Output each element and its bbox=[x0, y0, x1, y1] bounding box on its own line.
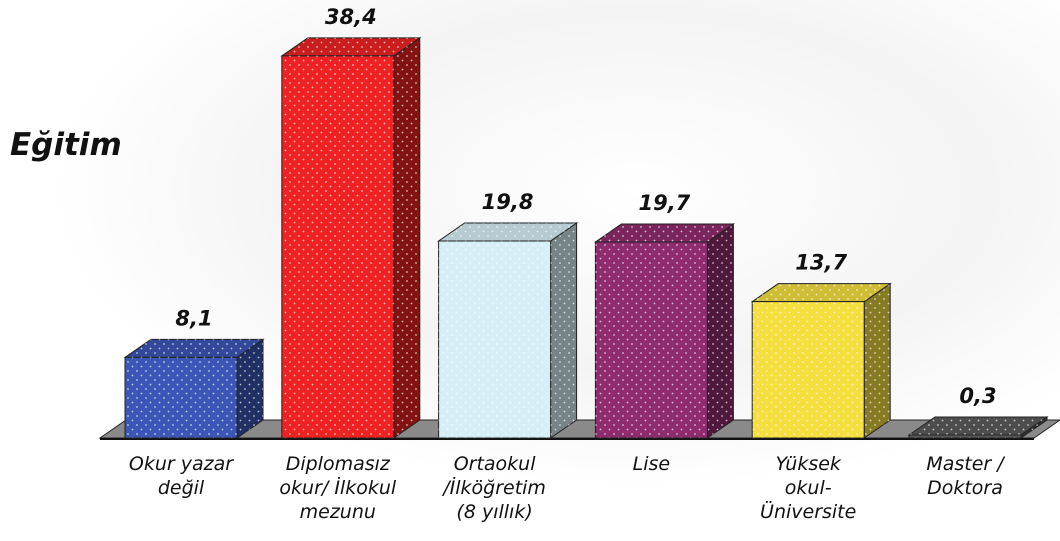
bar bbox=[907, 416, 1049, 439]
x-tick-label: Master / Doktora bbox=[926, 453, 1004, 499]
bar-side-texture bbox=[237, 339, 263, 438]
bar-top-texture bbox=[595, 223, 734, 242]
bar-front-texture bbox=[281, 55, 394, 439]
x-tick-label: Ortaokul /İlköğretim (8 yıllık) bbox=[443, 453, 546, 523]
x-tick-label: Okur yazar değil bbox=[128, 453, 234, 499]
bar-top-texture bbox=[752, 283, 891, 302]
bar bbox=[280, 36, 422, 439]
x-tick-label: Yüksek okul- Üniversite bbox=[760, 453, 857, 523]
bar-front-texture bbox=[752, 301, 865, 438]
x-tick-label: Lise bbox=[632, 453, 671, 475]
chart-title: Eğitim bbox=[10, 127, 122, 163]
bar-front-texture bbox=[438, 240, 551, 438]
bar-side-texture bbox=[707, 223, 734, 438]
bar-side-texture bbox=[1021, 417, 1047, 438]
bar bbox=[123, 338, 265, 439]
value-label: 38,4 bbox=[325, 5, 377, 29]
bar-side-texture bbox=[550, 222, 577, 438]
bar-front-texture bbox=[595, 241, 708, 438]
bar-top-texture bbox=[125, 339, 263, 358]
value-label: 19,8 bbox=[482, 190, 534, 214]
bar bbox=[750, 282, 892, 439]
x-tick-label: Diplomasız okur/ İlkokul mezunu bbox=[279, 453, 397, 523]
value-label: 19,7 bbox=[638, 191, 690, 215]
bar-side-texture bbox=[393, 37, 420, 439]
bar-top-texture bbox=[281, 37, 420, 56]
bar-side-texture bbox=[864, 283, 891, 438]
bar-top-texture bbox=[909, 417, 1047, 436]
bar-top-texture bbox=[438, 222, 577, 241]
bar bbox=[436, 222, 579, 439]
value-label: 0,3 bbox=[959, 384, 996, 408]
bar-front-texture bbox=[909, 435, 1021, 438]
bar bbox=[593, 223, 736, 439]
bar-front-texture bbox=[125, 357, 237, 438]
value-label: 13,7 bbox=[795, 251, 847, 275]
value-label: 8,1 bbox=[175, 306, 212, 330]
